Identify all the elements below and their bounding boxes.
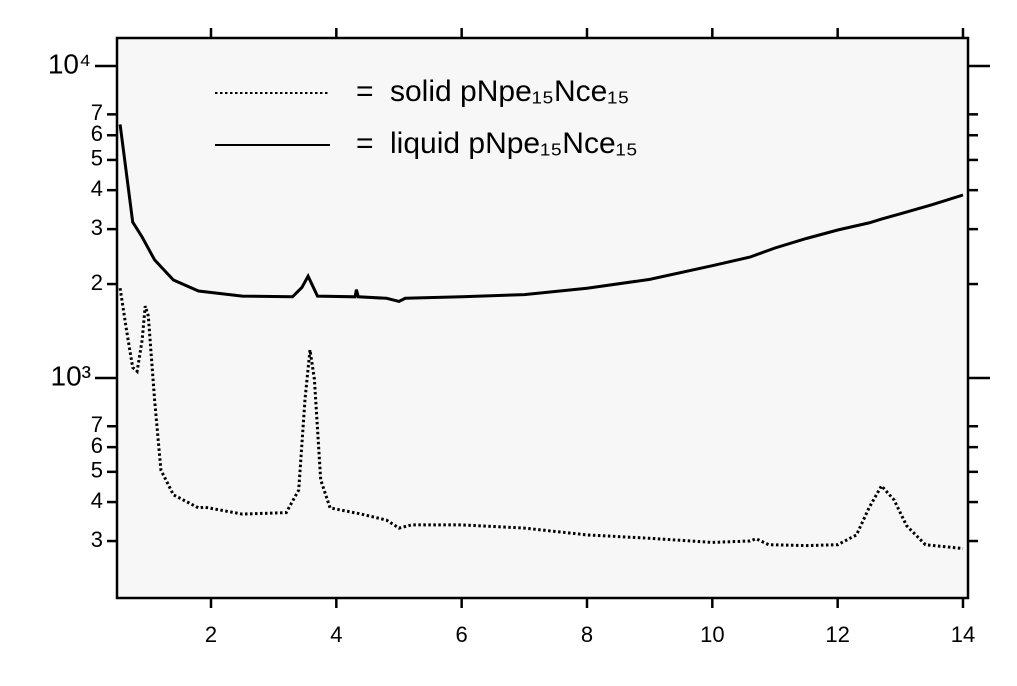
x-tick-label: 10 bbox=[700, 622, 724, 647]
x-tick-label: 14 bbox=[951, 622, 975, 647]
legend-label: solid pNpe₁₅Nce₁₅ bbox=[390, 75, 630, 108]
y-tick-label: 6 bbox=[91, 121, 103, 146]
legend-separator: = bbox=[356, 75, 374, 108]
y-tick-label: 2 bbox=[91, 270, 103, 295]
x-tick-label: 4 bbox=[330, 622, 342, 647]
x-tick-label: 2 bbox=[205, 622, 217, 647]
y-tick-label: 5 bbox=[91, 146, 103, 171]
x-tick-label: 12 bbox=[825, 622, 849, 647]
y-tick-label: 4 bbox=[91, 176, 103, 201]
x-tick-label: 8 bbox=[581, 622, 593, 647]
y-tick-label: 10³ bbox=[51, 360, 91, 391]
x-tick-label: 6 bbox=[456, 622, 468, 647]
y-tick-label: 3 bbox=[91, 215, 103, 240]
plot-frame bbox=[115, 36, 970, 600]
legend-separator: = bbox=[356, 127, 374, 160]
legend-label: liquid pNpe₁₅Nce₁₅ bbox=[390, 127, 638, 160]
y-tick-label: 4 bbox=[91, 488, 103, 513]
series-line bbox=[118, 124, 964, 303]
y-tick-label: 5 bbox=[91, 458, 103, 483]
y-tick-label: 3 bbox=[91, 527, 103, 552]
y-tick-label: 7 bbox=[91, 412, 103, 437]
y-tick-label: 6 bbox=[91, 433, 103, 458]
y-tick-label: 7 bbox=[91, 100, 103, 125]
y-tick-label: 10⁴ bbox=[48, 48, 91, 79]
